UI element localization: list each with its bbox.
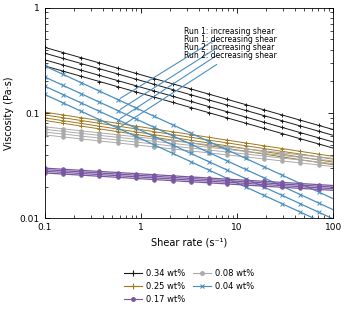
X-axis label: Shear rate (s⁻¹): Shear rate (s⁻¹)	[151, 238, 227, 248]
Legend: 0.34 wt%, 0.25 wt%, 0.17 wt%, 0.08 wt%, 0.04 wt%: 0.34 wt%, 0.25 wt%, 0.17 wt%, 0.08 wt%, …	[124, 269, 254, 304]
Text: Run 1: decreasing shear: Run 1: decreasing shear	[120, 35, 276, 109]
Text: Run 2: increasing shear: Run 2: increasing shear	[120, 43, 274, 118]
Text: Run 2: decreasing shear: Run 2: decreasing shear	[120, 51, 276, 127]
Y-axis label: Viscosity (Pa·s): Viscosity (Pa·s)	[4, 76, 14, 150]
Text: Run 1: increasing shear: Run 1: increasing shear	[120, 27, 274, 98]
